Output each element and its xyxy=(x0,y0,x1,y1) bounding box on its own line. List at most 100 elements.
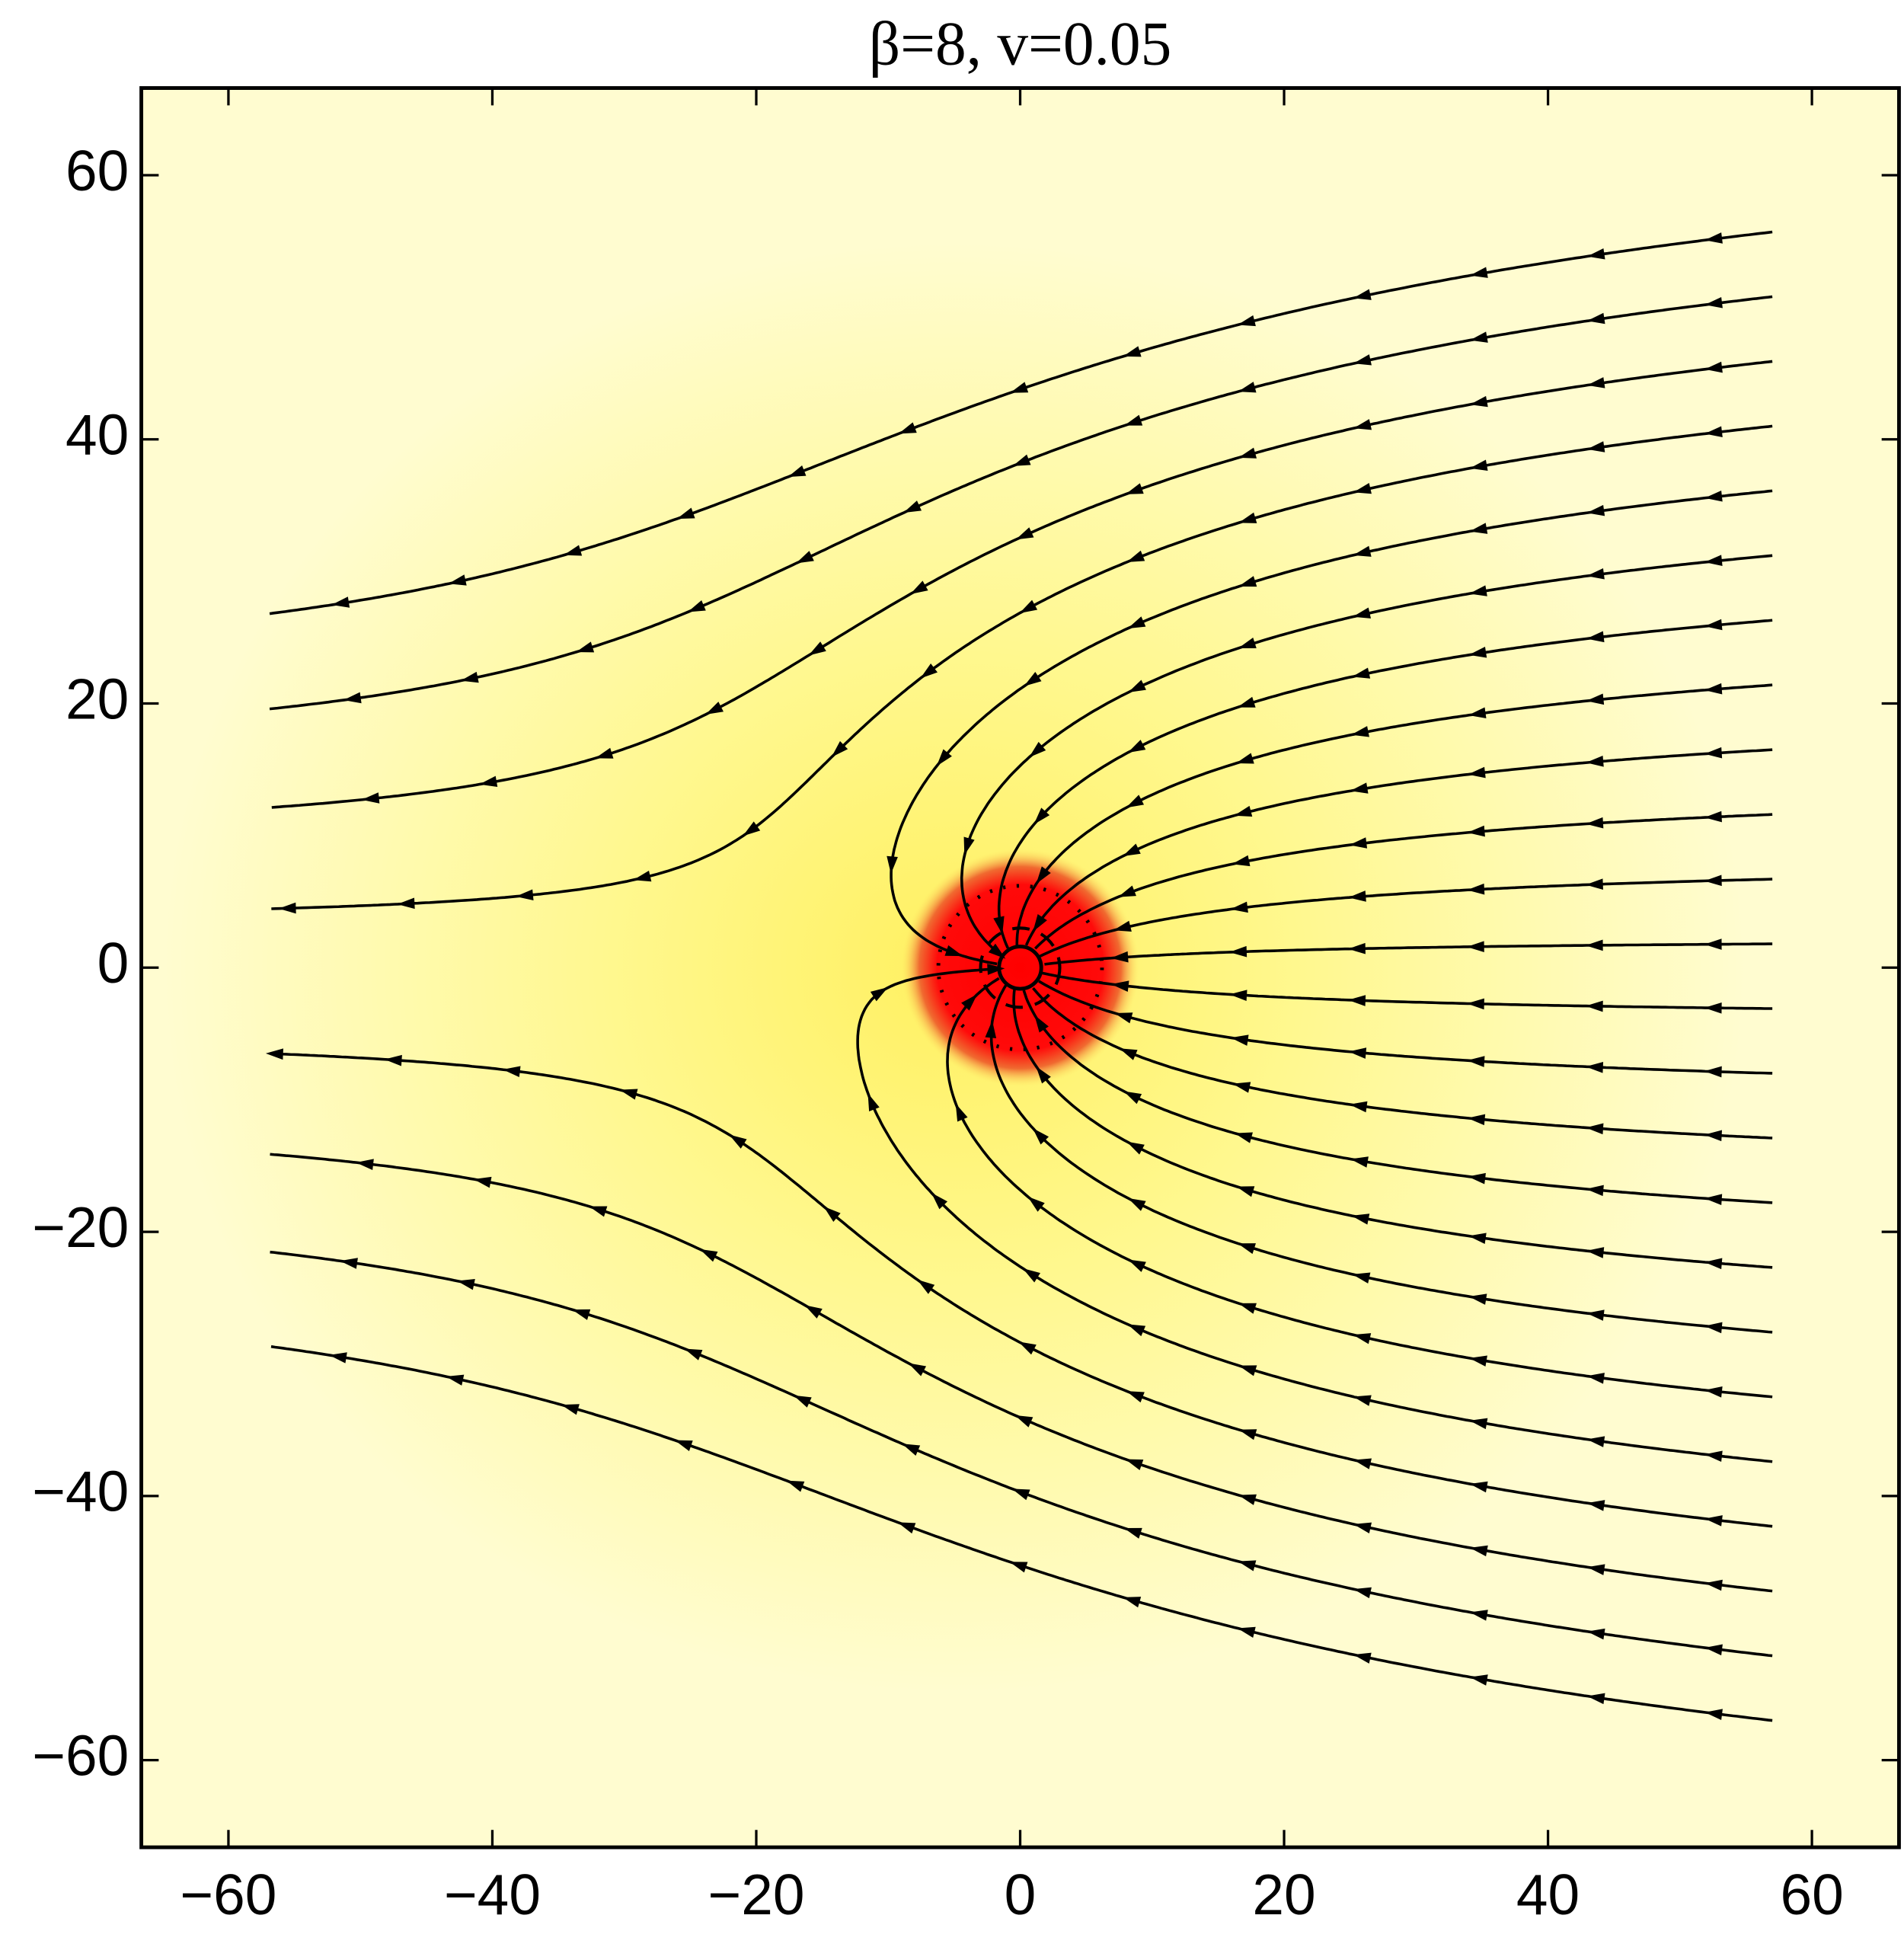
arrowhead xyxy=(1586,568,1605,580)
arrowhead xyxy=(1119,1048,1138,1060)
streamline xyxy=(890,489,1773,966)
arrowhead xyxy=(903,500,922,513)
arrowhead xyxy=(1468,707,1487,719)
arrowhead xyxy=(961,994,978,1011)
y-tick-label: 60 xyxy=(65,139,129,203)
arrowhead xyxy=(1235,1132,1253,1143)
arrowhead xyxy=(987,964,1005,975)
y-tick-label: −20 xyxy=(32,1195,129,1259)
streamline xyxy=(1012,988,1773,1269)
arrowhead xyxy=(1012,454,1031,466)
arrowhead xyxy=(1350,1156,1369,1168)
arrowhead xyxy=(1034,1015,1049,1033)
arrowhead xyxy=(361,792,380,804)
arrowhead xyxy=(1353,289,1372,300)
arrowhead xyxy=(503,1066,521,1078)
arrowhead xyxy=(576,641,595,653)
arrowhead xyxy=(1353,1458,1372,1469)
arrowhead xyxy=(1586,504,1605,516)
arrowhead xyxy=(1126,1141,1145,1155)
arrowhead xyxy=(1585,1000,1603,1012)
arrowhead xyxy=(1123,843,1141,857)
arrowhead xyxy=(1704,747,1723,759)
arrowhead xyxy=(1230,901,1248,913)
arrowhead xyxy=(1704,1579,1723,1591)
streamline xyxy=(960,554,1773,958)
arrowhead xyxy=(1352,667,1371,679)
arrowhead xyxy=(684,1348,703,1360)
arrowhead xyxy=(457,1279,475,1290)
arrowhead xyxy=(931,1192,948,1210)
arrowhead xyxy=(561,1404,580,1415)
arrowhead xyxy=(1124,414,1143,426)
arrowhead xyxy=(1234,805,1253,817)
arrowhead xyxy=(1469,395,1488,408)
arrowhead xyxy=(1125,1459,1144,1470)
arrowhead xyxy=(1586,1564,1605,1575)
arrowhead xyxy=(1468,766,1486,779)
arrowhead xyxy=(1128,679,1146,692)
arrowhead xyxy=(1704,232,1723,244)
arrowhead xyxy=(1704,1644,1723,1656)
x-tick-label: 20 xyxy=(1252,1862,1315,1926)
arrowhead xyxy=(1033,807,1050,825)
streamline xyxy=(271,360,1773,809)
arrowhead xyxy=(1113,920,1132,932)
arrowhead xyxy=(1353,419,1372,430)
arrowhead xyxy=(1238,1303,1257,1314)
arrowhead xyxy=(1123,346,1142,357)
arrowhead xyxy=(804,1305,823,1319)
y-tick-label: 20 xyxy=(65,667,129,731)
streamline xyxy=(989,983,1773,1334)
arrowhead xyxy=(1349,1101,1368,1113)
x-tick-label: −40 xyxy=(444,1862,541,1926)
arrowhead xyxy=(1036,866,1051,884)
chart-title: β=8, v=0.05 xyxy=(869,9,1172,78)
arrowhead xyxy=(1469,1481,1488,1493)
x-tick-label: 0 xyxy=(1005,1862,1037,1926)
arrowhead xyxy=(705,702,724,715)
arrowhead xyxy=(1704,811,1722,823)
arrowhead xyxy=(1586,817,1604,829)
x-tick-label: −60 xyxy=(180,1862,276,1926)
arrowhead xyxy=(564,545,583,556)
arrowhead xyxy=(1467,825,1485,837)
arrowhead xyxy=(1469,459,1488,471)
arrowhead xyxy=(1469,1545,1488,1557)
streamline xyxy=(1032,987,1773,1140)
arrowhead xyxy=(619,1089,638,1100)
arrowhead xyxy=(516,889,534,901)
y-tick-label: 40 xyxy=(65,403,129,467)
arrowhead xyxy=(944,945,963,957)
arrowhead xyxy=(1586,377,1605,388)
arrowhead xyxy=(1704,1002,1722,1014)
arrowhead xyxy=(1022,1268,1040,1283)
arrowhead xyxy=(1015,527,1034,540)
arrowhead xyxy=(1114,1012,1133,1024)
arrowhead xyxy=(595,747,614,759)
arrowhead xyxy=(1238,638,1257,648)
streamline xyxy=(1038,980,1773,1075)
streamline xyxy=(269,295,1773,711)
arrowhead xyxy=(1019,600,1038,613)
arrowhead xyxy=(1229,990,1248,1002)
arrowhead xyxy=(1018,1341,1037,1355)
arrowhead xyxy=(1238,382,1257,393)
arrowhead xyxy=(1585,939,1603,951)
arrowhead xyxy=(908,1363,927,1376)
arrowhead xyxy=(963,836,975,855)
arrowhead xyxy=(1127,1197,1146,1211)
arrowhead xyxy=(1469,1355,1487,1367)
horizon xyxy=(997,945,1043,991)
arrowhead xyxy=(1033,914,1047,932)
arrowhead xyxy=(1238,1365,1257,1376)
arrowhead xyxy=(1014,1415,1033,1428)
arrowhead xyxy=(823,1206,841,1222)
arrowhead xyxy=(1353,354,1372,366)
arrowhead xyxy=(898,422,917,434)
arrowhead xyxy=(1024,672,1042,686)
arrowhead xyxy=(1237,1626,1256,1638)
arrowhead xyxy=(331,596,350,608)
arrowhead xyxy=(1586,1628,1605,1640)
